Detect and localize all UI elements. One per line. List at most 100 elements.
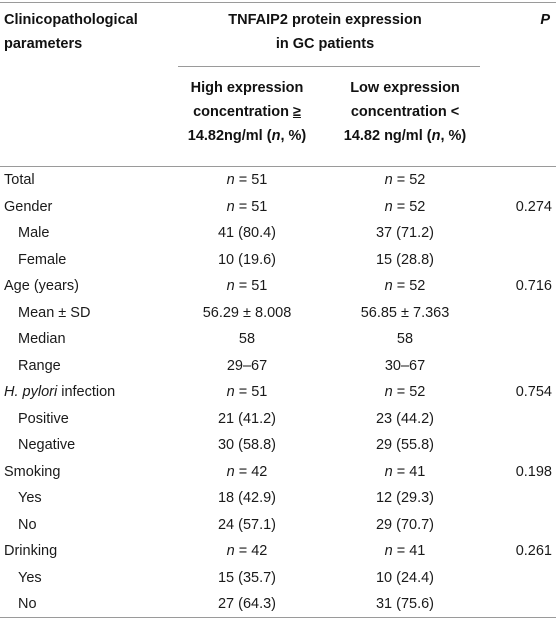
table-row: Drinking n = 42 n = 41 0.261	[0, 543, 556, 570]
table-row: Male 41 (80.4) 37 (71.2)	[0, 225, 556, 252]
n-symbol: n	[226, 463, 235, 480]
header-low-line3-tail: , %)	[440, 128, 467, 144]
table-row: Gender n = 51 n = 52 0.274	[0, 199, 556, 226]
high-expression-cell: 29–67	[226, 357, 268, 374]
low-expression-cell: 56.85 ± 7.363	[360, 304, 450, 321]
header-low-line3-n: n	[431, 128, 441, 144]
low-expression-cell: 29 (70.7)	[375, 516, 435, 533]
n-symbol: n	[384, 543, 393, 559]
low-expression-cell: 12 (29.3)	[375, 490, 435, 506]
low-expression-cell: 23 (44.2)	[375, 410, 435, 427]
high-expression-cell: n = 42	[226, 463, 268, 480]
row-label: Male	[18, 225, 50, 241]
table-body: Total n = 51 n = 52 Gender n = 51 n = 52 0.274…	[0, 172, 556, 623]
high-expression-cell: n = 42	[226, 543, 268, 559]
row-label: Female	[18, 251, 67, 268]
n-symbol: n	[384, 278, 393, 294]
row-label-italic: H. pylori	[4, 384, 58, 400]
table-row: Age (years) n = 51 n = 52 0.716	[0, 278, 556, 305]
header-expression-group: TNFAIP2 protein expression in GC patient…	[170, 8, 480, 56]
low-expression-cell: n = 52	[384, 384, 426, 400]
low-expression-cell: n = 52	[384, 278, 426, 294]
table-row: Smoking n = 42 n = 41 0.198	[0, 464, 556, 491]
row-label: Negative	[18, 437, 76, 453]
p-value-cell: 0.274	[515, 198, 552, 215]
table-row: No 27 (64.3) 31 (75.6)	[0, 596, 556, 623]
table-row: Yes 18 (42.9) 12 (29.3)	[0, 490, 556, 517]
row-label: Total	[4, 172, 35, 188]
n-symbol: n	[384, 198, 393, 215]
high-expression-cell: 18 (42.9)	[217, 490, 277, 506]
header-bottom-rule	[0, 166, 556, 167]
header-parameters: Clinicopathological parameters	[4, 8, 174, 56]
p-value-cell: 0.754	[515, 384, 552, 400]
row-label: Drinking	[4, 543, 58, 559]
p-value-cell: 0.716	[515, 278, 552, 294]
row-label: Range	[18, 357, 61, 374]
row-label: Positive	[18, 410, 69, 427]
table-row: Range 29–67 30–67	[0, 358, 556, 385]
row-label: Age (years)	[4, 278, 79, 294]
bottom-rule	[0, 617, 556, 618]
high-expression-cell: 41 (80.4)	[217, 225, 277, 241]
high-expression-cell: n = 51	[226, 172, 268, 188]
table-row: Positive 21 (41.2) 23 (44.2)	[0, 411, 556, 438]
n-symbol: n	[226, 543, 235, 559]
low-expression-cell: 15 (28.8)	[375, 251, 435, 268]
header-p-value: P	[540, 12, 550, 28]
row-label: Median	[18, 331, 66, 347]
n-symbol: n	[384, 463, 393, 480]
row-label: Yes	[18, 490, 42, 506]
row-label: Mean ± SD	[18, 304, 91, 321]
table-row: Total n = 51 n = 52	[0, 172, 556, 199]
high-expression-cell: n = 51	[226, 278, 268, 294]
low-expression-cell: 29 (55.8)	[375, 437, 435, 453]
n-symbol: n	[226, 172, 235, 188]
high-expression-cell: 56.29 ± 8.008	[202, 304, 292, 321]
n-symbol: n	[226, 198, 235, 215]
high-expression-cell: 15 (35.7)	[217, 569, 277, 586]
high-expression-cell: 21 (41.2)	[217, 410, 277, 427]
low-expression-cell: 37 (71.2)	[375, 225, 435, 241]
n-symbol: n	[384, 172, 393, 188]
header-low-line2: concentration <	[350, 104, 460, 120]
low-expression-cell: n = 41	[384, 543, 426, 559]
table-row: Female 10 (19.6) 15 (28.8)	[0, 252, 556, 279]
table-row: Negative 30 (58.8) 29 (55.8)	[0, 437, 556, 464]
header-parameters-line1: Clinicopathological	[4, 12, 138, 28]
header-high-geq-symbol: ≥	[292, 104, 301, 120]
p-value-cell: 0.261	[515, 543, 552, 559]
p-value-cell: 0.198	[515, 463, 552, 480]
row-label: Smoking	[4, 463, 61, 480]
high-expression-cell: 58	[238, 331, 256, 347]
high-expression-cell: 24 (57.1)	[217, 516, 277, 533]
low-expression-cell: 58	[396, 331, 414, 347]
header-high-expression: High expression concentration ≥ 14.82ng/…	[168, 76, 326, 148]
low-expression-cell: n = 52	[384, 172, 426, 188]
n-symbol: n	[226, 278, 235, 294]
header-high-line3-tail: , %)	[280, 128, 307, 144]
low-expression-cell: 30–67	[384, 357, 426, 374]
header-group-line1: TNFAIP2 protein expression	[228, 12, 422, 28]
low-expression-cell: 31 (75.6)	[375, 596, 435, 612]
row-label: No	[18, 516, 37, 533]
low-expression-cell: n = 52	[384, 198, 426, 215]
header-low-line3: 14.82 ng/ml (n, %)	[326, 124, 484, 148]
table-row: No 24 (57.1) 29 (70.7)	[0, 517, 556, 544]
table-row: Mean ± SD 56.29 ± 8.008 56.85 ± 7.363	[0, 305, 556, 332]
low-expression-cell: n = 41	[384, 463, 426, 480]
top-rule	[0, 2, 556, 3]
row-label: No	[18, 596, 37, 612]
table-row: Yes 15 (35.7) 10 (24.4)	[0, 570, 556, 597]
header-group-line2: in GC patients	[275, 36, 375, 52]
table-row: H. pylori infection n = 51 n = 52 0.754	[0, 384, 556, 411]
high-expression-cell: 30 (58.8)	[217, 437, 277, 453]
n-symbol: n	[384, 384, 393, 400]
table-row: Median 58 58	[0, 331, 556, 358]
low-expression-cell: 10 (24.4)	[375, 569, 435, 586]
high-expression-cell: 27 (64.3)	[217, 596, 277, 612]
header-high-line3: 14.82ng/ml (n, %)	[168, 124, 326, 148]
row-label: H. pylori infection	[4, 384, 116, 400]
group-sub-rule	[178, 66, 480, 67]
header-low-line3-value: 14.82 ng/ml (	[343, 128, 432, 144]
